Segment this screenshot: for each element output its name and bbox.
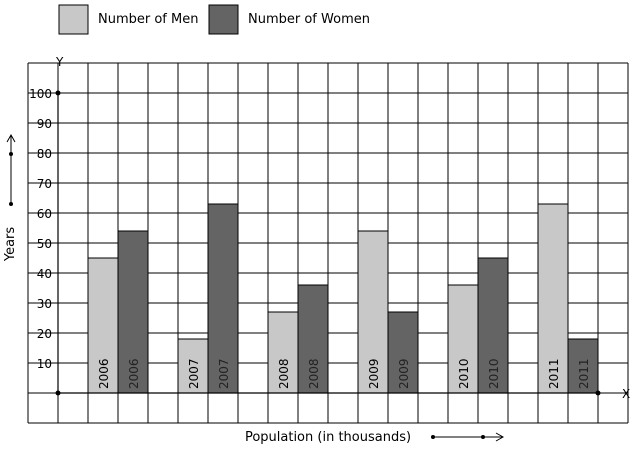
- origin-point: [55, 390, 61, 396]
- bar-label-women-2010: 2010: [487, 358, 501, 389]
- y-tick-label-90: 90: [37, 117, 52, 131]
- x-axis-letter: X: [622, 387, 630, 401]
- legend: Number of Men Number of Women: [58, 4, 370, 35]
- x-axis-endpoint: [595, 390, 601, 396]
- bars: [87, 203, 599, 394]
- y-axis-label: Years: [3, 227, 18, 263]
- legend-label-women: Number of Women: [248, 12, 370, 27]
- y-tick-label-60: 60: [37, 207, 52, 221]
- bar-label-men-2006: 2006: [97, 358, 111, 389]
- bar-label-men-2011: 2011: [547, 358, 561, 389]
- bar-men-2007: [177, 338, 209, 394]
- x-axis-label: Population (in thousands): [245, 430, 411, 445]
- y-tick-label-40: 40: [37, 267, 52, 281]
- bar-men-2011: [537, 203, 569, 394]
- bar-men-2009: [357, 230, 389, 394]
- bar-label-women-2008: 2008: [307, 358, 321, 389]
- bar-women-2007: [207, 203, 239, 394]
- plot-area: 2006 2006 2007 2007 2008 2008 2009 2009 2010 2010…: [27, 62, 629, 424]
- x-axis-arrow: [431, 432, 505, 442]
- bar-label-men-2007: 2007: [187, 358, 201, 389]
- bar-label-women-2007: 2007: [217, 358, 231, 389]
- y-axis-arrow: [6, 133, 16, 206]
- y-tick-label-80: 80: [37, 147, 52, 161]
- bar-labels: 2006 2006 2007 2007 2008 2008 2009 2009 2010 2010…: [97, 358, 591, 389]
- y-tick-label-100: 100: [29, 87, 52, 101]
- bar-label-men-2009: 2009: [367, 358, 381, 389]
- y-tick-label-50: 50: [37, 237, 52, 251]
- y-tick-label-10: 10: [37, 357, 52, 371]
- y-axis-letter: Y: [55, 55, 64, 69]
- bar-men-2008: [267, 311, 299, 394]
- bar-label-women-2011: 2011: [577, 358, 591, 389]
- legend-swatch-women: [208, 4, 239, 35]
- y-tick-labels: 10 20 30 40 50 60 70 80 90 100: [29, 87, 52, 371]
- bar-women-2009: [387, 311, 419, 394]
- bar-label-men-2010: 2010: [457, 358, 471, 389]
- bar-women-2006: [117, 230, 149, 394]
- axes: [55, 90, 601, 396]
- bar-label-women-2006: 2006: [127, 358, 141, 389]
- bar-men-2006: [87, 257, 119, 394]
- bar-label-men-2008: 2008: [277, 358, 291, 389]
- y-axis-endpoint: [55, 90, 61, 96]
- legend-swatch-men: [58, 4, 89, 35]
- bar-men-2010: [447, 284, 479, 394]
- legend-label-men: Number of Men: [98, 12, 198, 27]
- y-tick-label-70: 70: [37, 177, 52, 191]
- bar-women-2008: [297, 284, 329, 394]
- bar-women-2010: [477, 257, 509, 394]
- y-tick-label-20: 20: [37, 327, 52, 341]
- bar-label-women-2009: 2009: [397, 358, 411, 389]
- y-tick-label-30: 30: [37, 297, 52, 311]
